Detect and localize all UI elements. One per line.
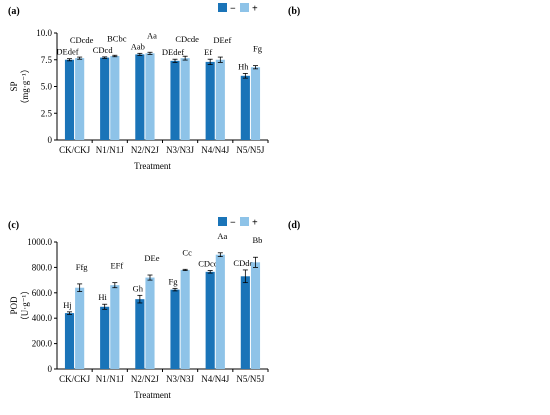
legend-label-plus: + <box>252 4 258 15</box>
significance-label: Aa <box>147 30 157 40</box>
legend-swatch-minus <box>218 217 227 226</box>
bar <box>75 287 85 369</box>
y-tick-label: 200.0 <box>32 339 53 349</box>
significance-label: CDde <box>233 258 253 268</box>
bar <box>240 276 250 369</box>
panel-b: (b)−+0300.0600.0900.01200.0SOD(U·g⁻¹)Tre… <box>288 6 300 17</box>
legend-label-plus: + <box>252 218 258 229</box>
legend-label-minus: − <box>230 218 236 229</box>
x-tick-label: N4/N4J <box>201 374 229 384</box>
y-axis-title: （mg·g⁻¹） <box>20 64 30 108</box>
bar <box>250 67 261 140</box>
x-tick-label: N4/N4J <box>201 145 229 155</box>
significance-label: Hh <box>238 61 249 71</box>
significance-label: Fg <box>169 276 179 286</box>
panel-label: (a) <box>8 6 20 17</box>
bar <box>64 313 75 369</box>
x-tick-label: N3/N3J <box>166 374 194 384</box>
bar <box>64 59 75 140</box>
significance-label: Hi <box>98 292 107 302</box>
significance-label: Aa <box>217 231 227 241</box>
significance-label: Hj <box>63 300 72 310</box>
bar <box>215 254 225 369</box>
x-axis-title: Treatment <box>134 161 171 171</box>
bar <box>110 285 120 369</box>
y-tick-label: 7.5 <box>41 55 53 65</box>
bar <box>205 61 215 140</box>
y-tick-label: 0 <box>48 135 53 145</box>
bar <box>170 289 180 369</box>
x-axis-title: Treatment <box>134 390 171 400</box>
bar <box>170 60 180 140</box>
significance-label: Cc <box>182 247 192 257</box>
significance-label: DEef <box>213 35 231 45</box>
significance-label: Bb <box>253 235 263 245</box>
y-tick-label: 1000.0 <box>27 237 52 247</box>
bar <box>145 277 155 369</box>
panel-d: (d)−+0.0000.0100.0200.0300.0400.050MDA(μ… <box>288 220 300 231</box>
x-tick-label: N5/N5J <box>236 374 264 384</box>
bar <box>180 269 190 369</box>
y-tick-label: 5.0 <box>41 82 53 92</box>
x-tick-label: CK/CKJ <box>59 145 91 155</box>
x-tick-label: N1/N1J <box>96 145 124 155</box>
y-tick-label: 400.0 <box>32 313 53 323</box>
bar <box>135 54 145 140</box>
x-tick-label: N1/N1J <box>96 374 124 384</box>
bar <box>100 57 110 140</box>
significance-label: Gh <box>133 283 144 293</box>
bar <box>180 58 190 140</box>
y-axis-title: SP <box>9 81 19 91</box>
panel-a: (a) − +0 2.5 5.0 7.5 10.0 SP （mg·g⁻¹） Treatment CK… <box>8 3 269 171</box>
y-tick-label: 0 <box>48 364 53 374</box>
y-tick-label: 2.5 <box>41 108 53 118</box>
significance-label: Aab <box>131 41 145 51</box>
significance-label: BCbc <box>107 33 127 43</box>
panel-c: (c) − +0 200.0 400.0 600.0 800.0 1000.0 POD （U·g⁻… <box>8 217 269 400</box>
y-tick-label: 800.0 <box>32 262 53 272</box>
significance-label: CDcde <box>175 34 199 44</box>
significance-label: Ef <box>204 47 212 57</box>
x-tick-label: N5/N5J <box>236 145 264 155</box>
panel-label: (c) <box>8 220 19 231</box>
legend-label-minus: − <box>230 4 236 15</box>
significance-label: DEdef <box>56 47 78 57</box>
bar <box>250 262 261 369</box>
significance-label: CDcd <box>198 259 219 269</box>
bar <box>75 58 85 140</box>
legend-swatch-plus <box>240 3 249 12</box>
y-axis-title: （U·g⁻¹） <box>20 286 30 325</box>
significance-label: DEe <box>144 253 159 263</box>
panel-label: (d) <box>288 220 300 231</box>
y-axis-title: POD <box>9 296 19 315</box>
y-tick-label: 10.0 <box>36 28 52 38</box>
bar <box>100 306 110 369</box>
legend-swatch-plus <box>240 217 249 226</box>
significance-label: Ffg <box>76 262 89 272</box>
bar <box>145 53 155 140</box>
panel-label: (b) <box>288 6 300 17</box>
significance-label: Fg <box>253 44 263 54</box>
bar <box>205 271 215 369</box>
bar <box>110 56 120 140</box>
significance-label: CDcde <box>70 35 94 45</box>
x-tick-label: N2/N2J <box>131 145 159 155</box>
significance-label: DEdef <box>162 47 184 57</box>
bar <box>215 59 225 140</box>
x-tick-label: CK/CKJ <box>59 374 91 384</box>
y-tick-label: 600.0 <box>32 288 53 298</box>
significance-label: EFf <box>110 261 123 271</box>
x-tick-label: N3/N3J <box>166 145 194 155</box>
legend-swatch-minus <box>218 3 227 12</box>
x-tick-label: N2/N2J <box>131 374 159 384</box>
bar <box>240 75 250 140</box>
significance-label: CDcd <box>93 45 114 55</box>
bar <box>135 299 145 369</box>
